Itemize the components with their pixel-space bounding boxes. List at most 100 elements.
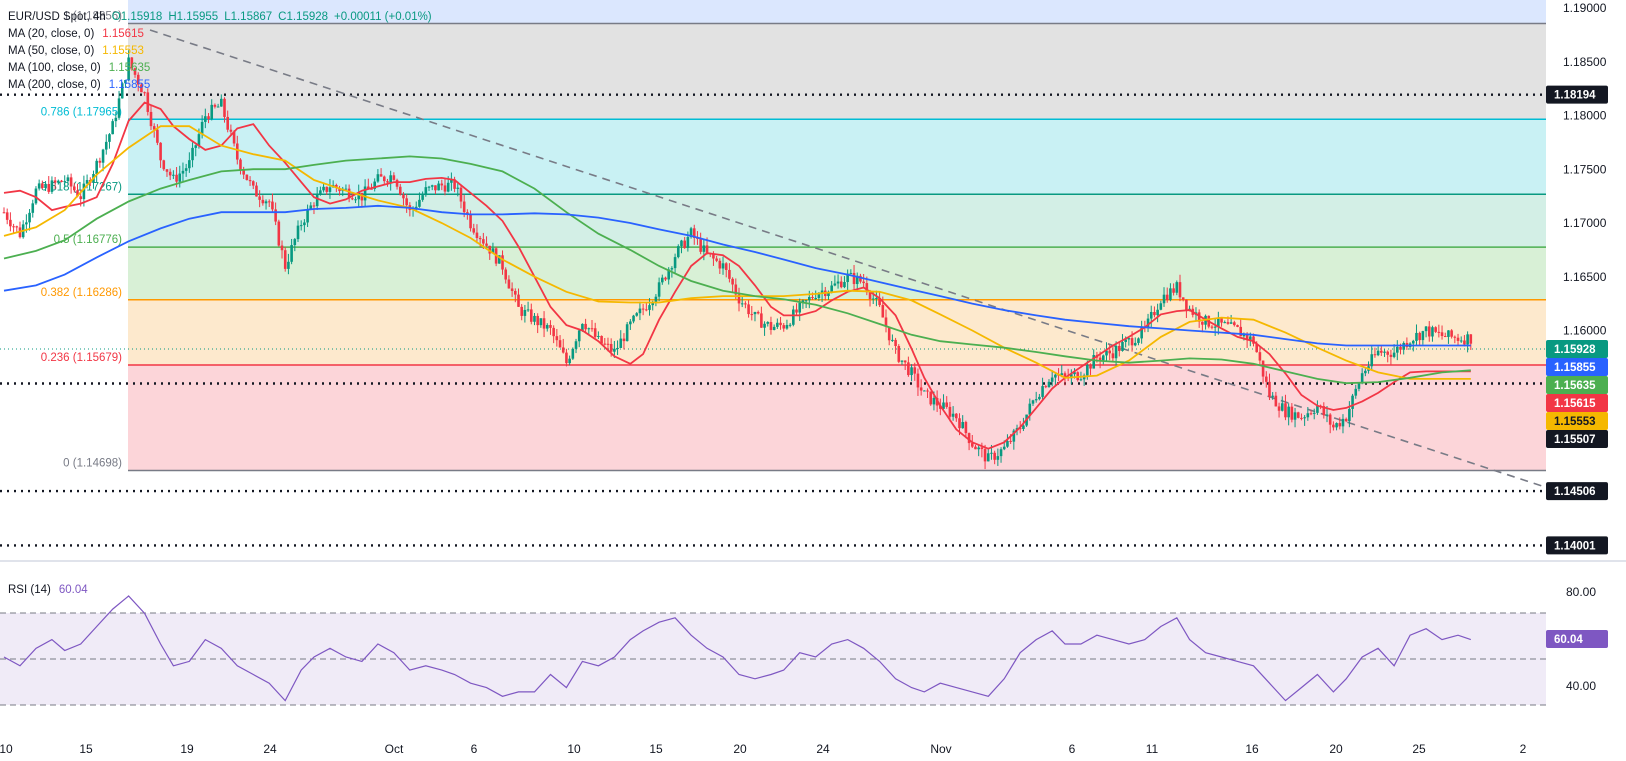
candle (328, 178, 332, 199)
candle (28, 209, 31, 231)
candle (760, 306, 763, 328)
legend-ma50[interactable]: MA (50, close, 0) 1.15553 (8, 45, 144, 57)
candle (1418, 331, 1421, 346)
price-tag (1546, 394, 1608, 412)
candle (1274, 391, 1278, 407)
candle (1335, 422, 1338, 431)
rsi-tick-40: 40.00 (1566, 679, 1596, 693)
time-tick-label: 10 (567, 742, 581, 756)
candle (354, 196, 357, 204)
candle (903, 360, 907, 370)
candle (1287, 403, 1290, 426)
candle (1127, 336, 1131, 346)
candle (427, 185, 431, 192)
candle (34, 186, 38, 205)
downtrend-line[interactable] (149, 29, 1546, 488)
candle (1197, 309, 1201, 328)
candle (1284, 394, 1287, 421)
candle (1133, 337, 1137, 347)
time-tick-label: Nov (930, 742, 951, 756)
candle (108, 133, 111, 149)
candle (1041, 377, 1044, 400)
time-tick-label: 10 (0, 742, 13, 756)
candle (536, 313, 539, 334)
candle (782, 322, 786, 332)
candle (319, 186, 322, 196)
candle (47, 176, 51, 194)
time-tick-label: 15 (649, 742, 663, 756)
candle (830, 281, 833, 294)
candle (124, 79, 127, 88)
candle (472, 223, 476, 235)
legend-ma20[interactable]: MA (20, close, 0) 1.15615 (8, 28, 144, 40)
candle (207, 113, 210, 124)
candle (57, 179, 60, 185)
price-tag-label: 1.14001 (1554, 540, 1596, 552)
candle (1434, 326, 1437, 334)
candle (1386, 350, 1390, 363)
candle (1220, 317, 1223, 327)
candle (1261, 360, 1265, 384)
legend-ma200[interactable]: MA (200, close, 0) 1.15855 (8, 79, 150, 91)
candle (251, 180, 255, 190)
candle (344, 184, 348, 190)
candle (367, 178, 370, 189)
candle (12, 223, 15, 234)
main-pane[interactable]: 1 (1.18856) 0.786 (1.17965) 0.618 (1.17267… (0, 0, 1546, 547)
fib-level-label: 0.236 (1.15679) (41, 352, 122, 364)
candle (1376, 346, 1380, 357)
candle (95, 158, 98, 183)
candle (191, 142, 194, 168)
price-tick-label: 1.16500 (1563, 270, 1607, 284)
candle (130, 57, 134, 71)
candle (277, 219, 281, 247)
candle (373, 178, 376, 192)
candle (450, 172, 453, 191)
candle (1316, 400, 1319, 415)
candle (926, 388, 929, 399)
price-tick-label: 1.18000 (1563, 109, 1607, 123)
candle (517, 288, 520, 307)
candle (747, 300, 750, 318)
rsi-value-tag (1546, 630, 1608, 648)
candle (974, 444, 977, 450)
candle (248, 176, 252, 186)
time-tick-label: 16 (1245, 742, 1259, 756)
candle (242, 166, 245, 180)
price-tag (1546, 358, 1608, 376)
time-tick-label: 6 (1069, 742, 1076, 756)
candle (37, 179, 41, 191)
candle (859, 273, 862, 284)
candle (1089, 363, 1092, 376)
candle (849, 269, 853, 275)
candle (386, 178, 389, 187)
candle (801, 299, 805, 309)
candle (363, 179, 367, 207)
time-axis[interactable]: 10 15 19 24 Oct 6 10 15 20 24 Nov 6 11 16 20 25 2 (0, 742, 1527, 756)
candle (1233, 320, 1236, 327)
candle (283, 247, 287, 272)
fib-zone (128, 119, 1546, 195)
candle (63, 175, 67, 188)
candle (456, 181, 460, 197)
candle (258, 190, 261, 208)
candle (635, 312, 639, 317)
candle (1031, 399, 1035, 407)
candle (73, 182, 76, 193)
candle (1172, 283, 1175, 296)
candle (1121, 334, 1124, 352)
legend-change: +0.00011 (+0.01%) (334, 11, 432, 23)
candle (146, 88, 150, 116)
candle (376, 169, 380, 183)
legend-ma100[interactable]: MA (100, close, 0) 1.15635 (8, 62, 150, 74)
candle (942, 394, 945, 410)
candle (1156, 303, 1159, 323)
candle (226, 110, 229, 133)
candle (552, 325, 555, 344)
rsi-value-tag-text: 60.04 (1554, 634, 1583, 646)
rsi-pane[interactable]: RSI (14) 60.04 80.00 40.00 60.04 (0, 584, 1608, 706)
candle (574, 338, 578, 354)
fibonacci-levels: 1 (1.18856) 0.786 (1.17965) 0.618 (1.17267… (41, 10, 1546, 472)
price-axis[interactable]: 1.19000 1.18500 1.18000 1.17500 1.17000 1.165… (1546, 0, 1626, 560)
